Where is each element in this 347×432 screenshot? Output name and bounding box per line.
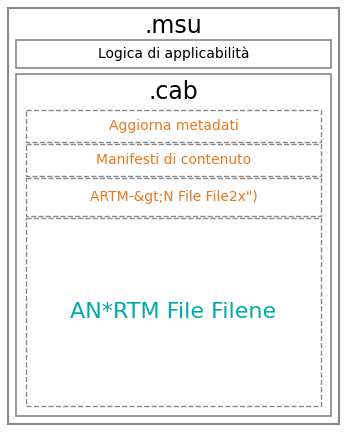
Text: .cab: .cab — [149, 80, 198, 104]
Bar — [26, 218, 321, 406]
Text: Logica di applicabilità: Logica di applicabilità — [98, 47, 249, 61]
Text: .msu: .msu — [145, 14, 202, 38]
Bar — [26, 178, 321, 216]
Text: AN*RTM File Filene: AN*RTM File Filene — [70, 302, 277, 322]
Text: Aggiorna metadati: Aggiorna metadati — [109, 119, 238, 133]
Text: Manifesti di contenuto: Manifesti di contenuto — [96, 153, 251, 167]
Bar — [16, 74, 331, 416]
Bar — [26, 144, 321, 176]
Bar — [26, 110, 321, 142]
Bar — [16, 40, 331, 68]
Text: ARTM-&gt;N File File2x"): ARTM-&gt;N File File2x") — [90, 190, 257, 204]
